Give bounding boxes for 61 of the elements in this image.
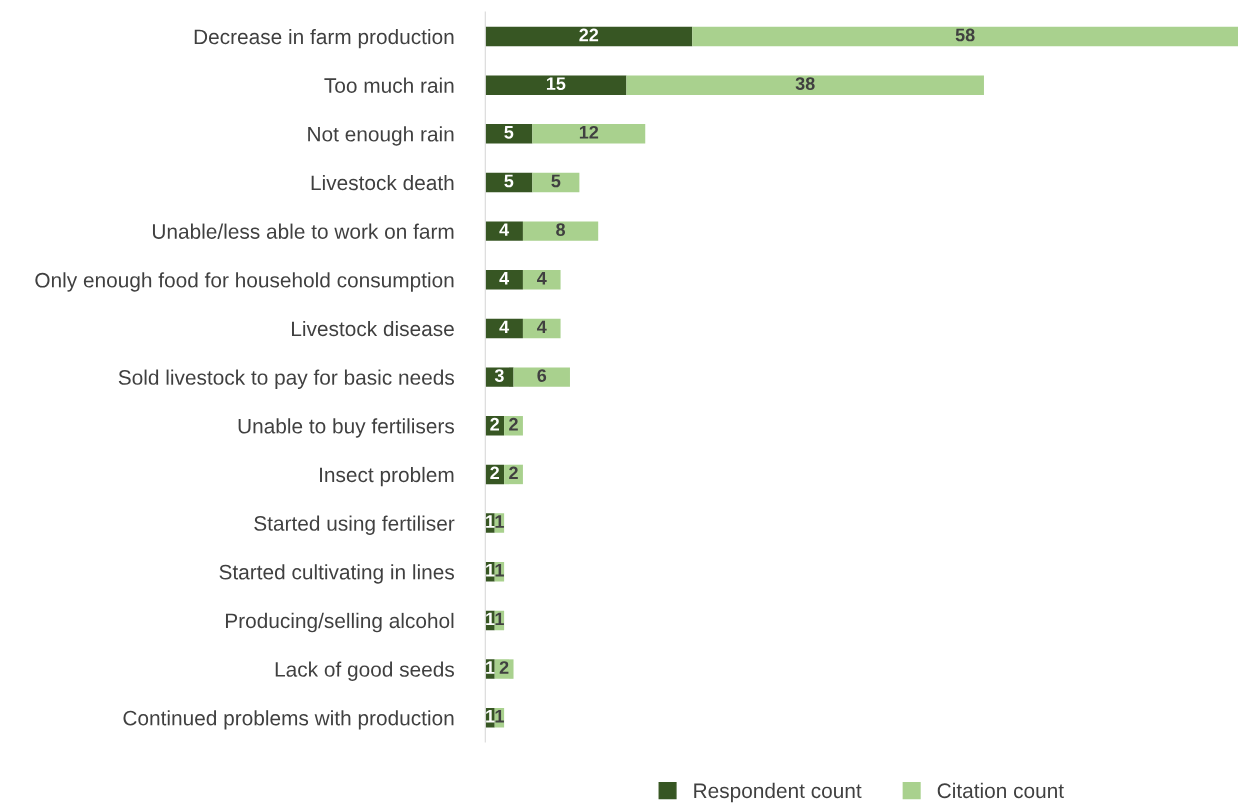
data-label: 1 (486, 612, 495, 626)
data-label: 6 (537, 369, 547, 382)
bar (513, 367, 570, 387)
legend-label: Respondent count (694, 782, 862, 803)
data-label: 4 (499, 320, 510, 334)
bar (485, 270, 523, 290)
data-label: 4 (499, 272, 510, 285)
bar (485, 75, 627, 95)
data-label: 4 (499, 223, 510, 236)
data-label: 4 (537, 272, 547, 285)
data-label: 5 (504, 174, 514, 188)
data-label: 1 (495, 564, 504, 577)
data-label: 2 (490, 417, 499, 431)
y-tick-label: Unable/less able to work on farm (152, 223, 454, 239)
y-tick-label: Started cultivating in lines (219, 564, 454, 584)
data-label: 1 (495, 709, 504, 723)
data-label: 8 (556, 223, 566, 236)
bar (626, 75, 984, 95)
data-label: 1 (486, 709, 495, 723)
data-label: 38 (795, 77, 815, 91)
data-label: 1 (495, 515, 504, 528)
data-label: 2 (509, 466, 518, 480)
bar (522, 318, 561, 339)
bar (522, 270, 561, 290)
data-label: 5 (504, 126, 514, 139)
data-label: 3 (494, 369, 504, 382)
y-tick-label: Too much rain (324, 77, 454, 93)
y-tick-label: Unable to buy fertilisers (238, 418, 454, 438)
bar (532, 124, 646, 144)
bar (485, 367, 514, 387)
y-tick-label: Decrease in farm production (194, 28, 454, 49)
bar (485, 124, 533, 144)
y-tick-label: Producing/selling alcohol (225, 612, 454, 633)
bar (522, 221, 599, 241)
y-tick-label: Lack of good seeds (275, 661, 454, 681)
y-tick-label: Livestock disease (292, 320, 454, 337)
data-label: 5 (551, 174, 561, 188)
data-label: 22 (579, 28, 599, 42)
y-tick-label: Only enough food for household consumption (35, 272, 454, 292)
data-label: 2 (509, 417, 518, 431)
y-tick-label: Started using fertiliser (254, 515, 455, 535)
y-tick-label: Insect problem (320, 466, 454, 487)
data-label: 2 (490, 466, 499, 480)
bar (485, 221, 523, 241)
y-tick-label: Continued problems with production (123, 710, 454, 730)
data-label: 58 (955, 28, 975, 42)
data-label: 1 (486, 564, 495, 577)
data-label: 4 (537, 320, 547, 334)
legend-label: Citation count (937, 782, 1064, 799)
data-label: 1 (486, 661, 495, 674)
y-tick-label: Livestock death (311, 174, 454, 191)
bar (692, 26, 1238, 47)
data-label: 1 (495, 612, 504, 626)
y-tick-label: Not enough rain (308, 126, 454, 146)
data-label: 12 (579, 125, 599, 139)
data-label: 1 (486, 515, 495, 528)
bar (485, 26, 693, 47)
bar (532, 172, 580, 193)
data-label: 2 (499, 661, 509, 674)
y-tick-label: Sold livestock to pay for basic needs (118, 369, 455, 389)
data-label: 15 (546, 77, 566, 90)
